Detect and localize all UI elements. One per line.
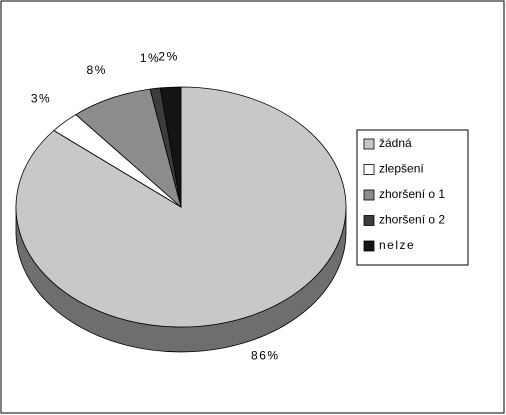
legend-box (356, 129, 469, 266)
legend-label: zhoršení o 1 (379, 187, 445, 201)
data-label: 1% (140, 51, 160, 65)
legend-swatch (363, 164, 375, 175)
legend-swatch (363, 138, 375, 150)
legend-swatch (363, 240, 375, 252)
data-label: 8% (87, 63, 107, 77)
legend-label: žádná (379, 136, 412, 150)
legend-label: zlepšení (379, 162, 424, 176)
data-label: 3% (31, 91, 51, 105)
legend-swatch (363, 215, 375, 226)
legend-swatch (363, 189, 375, 201)
slice (159, 86, 182, 208)
legend-label: nelze (379, 238, 415, 252)
data-label: 2% (158, 49, 178, 63)
data-label: 86% (251, 348, 280, 362)
legend-label: zhoršení o 2 (379, 213, 445, 227)
